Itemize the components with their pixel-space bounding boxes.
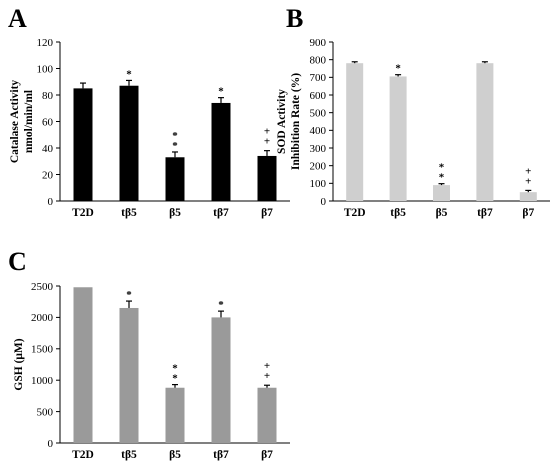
panel-a-significance-mark: * <box>172 130 178 142</box>
panel-c-x-tick-label: tβ7 <box>213 449 229 461</box>
panel-a-significance-mark: * <box>126 68 132 80</box>
panel-b-x-tick-label: T2D <box>344 207 366 219</box>
panel-b-significance-mark: * <box>439 172 445 184</box>
panel-c-bar-5 <box>257 387 277 443</box>
panel-c-x-tick-label: T2D <box>72 449 94 461</box>
panel-a-x-tick-label: β5 <box>169 207 181 219</box>
panel-b-x-tick-label: β7 <box>522 207 534 219</box>
panel-c-y-tick-label: 1000 <box>31 375 54 387</box>
panel-c-bar-3 <box>165 387 185 443</box>
panel-a-y-tick-label: 100 <box>37 63 54 75</box>
panel-c-bar-2 <box>119 307 139 443</box>
panel-a-x-tick-label: β7 <box>261 207 273 219</box>
panel-c-letter: C <box>8 247 27 276</box>
panel-a-significance-mark: * <box>218 86 224 98</box>
panel-b-y-tick-label: 800 <box>310 54 327 66</box>
panel-a-y-axis-label: nmol/min/ml <box>23 90 35 153</box>
panel-c-significance-mark: * <box>172 363 178 375</box>
panel-b-y-tick-label: 400 <box>310 125 327 137</box>
panel-a-x-tick-label: tβ7 <box>213 207 229 219</box>
panel-a-significance-mark: + <box>264 126 270 138</box>
panel-a-y-tick-label: 0 <box>48 196 54 208</box>
panel-c-significance-mark: + <box>264 370 270 382</box>
panel-b-y-tick-label: 300 <box>310 143 327 155</box>
panel-b-y-tick-label: 100 <box>310 178 327 190</box>
panel-c-significance-mark: * <box>218 299 224 311</box>
panel-b-y-tick-label: 0 <box>321 196 327 208</box>
panel-a-bar-3 <box>165 157 185 201</box>
panel-c-y-tick-label: 1500 <box>31 344 54 356</box>
panel-a-y-axis-label: Catalase Activity <box>9 80 21 164</box>
panel-a-significance-mark: * <box>172 140 178 152</box>
panel-b-bar-1 <box>346 63 364 202</box>
panel-c-bar-4 <box>211 317 231 443</box>
panel-a-y-tick-label: 60 <box>42 116 54 128</box>
panel-c-y-tick-label: 2500 <box>31 281 54 293</box>
panel-c-significance-mark: * <box>172 373 178 385</box>
panel-a-y-tick-label: 80 <box>42 90 54 102</box>
panel-b-bar-5 <box>519 192 537 201</box>
panel-b-y-axis-label: SOD Activity <box>276 89 288 154</box>
panel-b-bar-3 <box>433 185 450 201</box>
panel-b-bar-4 <box>476 63 494 202</box>
panel-b-letter: B <box>286 4 303 33</box>
panel-c-x-tick-label: β5 <box>169 449 181 461</box>
panel-b-significance-mark: + <box>525 165 531 177</box>
panel-b-y-tick-label: 500 <box>310 107 327 119</box>
panel-a-letter: A <box>8 4 27 33</box>
panel-a-bar-5 <box>257 155 277 201</box>
panel-b-y-tick-label: 200 <box>310 160 327 172</box>
panel-a-x-tick-label: T2D <box>72 207 94 219</box>
panel-c-y-tick-label: 0 <box>48 438 54 450</box>
panel-b-x-tick-label: tβ7 <box>477 207 493 219</box>
panel-c-y-axis-label: GSH (μM) <box>13 338 25 390</box>
panel-a-bar-4 <box>211 102 231 201</box>
panel-b-x-tick-label: β5 <box>436 207 448 219</box>
panel-a-bar-1 <box>73 88 93 201</box>
panel-b-significance-mark: + <box>525 175 531 187</box>
panel-c-bar-1 <box>73 287 93 443</box>
panel-b-y-tick-label: 600 <box>310 90 327 102</box>
panel-b-x-tick-label: tβ5 <box>390 207 406 219</box>
panel-c-significance-mark: * <box>126 289 132 301</box>
panel-c-y-tick-label: 2000 <box>31 312 54 324</box>
panel-a-bar-2 <box>119 85 139 201</box>
panel-a-y-tick-label: 20 <box>42 169 54 181</box>
panel-c-x-tick-label: tβ5 <box>121 449 137 461</box>
panel-c-x-tick-label: β7 <box>261 449 273 461</box>
panel-b-bar-2 <box>389 76 407 201</box>
panel-b-significance-mark: * <box>439 162 445 174</box>
panel-b-y-tick-label: 900 <box>310 37 327 49</box>
panel-c-y-tick-label: 500 <box>37 406 54 418</box>
panel-b-y-axis-label: Inhibition Rate (%) <box>290 73 302 170</box>
panel-b-y-tick-label: 700 <box>310 72 327 84</box>
panel-a-y-tick-label: 40 <box>42 143 54 155</box>
panel-c-significance-mark: + <box>264 360 270 372</box>
panel-a-x-tick-label: tβ5 <box>121 207 137 219</box>
panel-b-significance-mark: * <box>395 63 401 75</box>
panel-a-significance-mark: + <box>264 136 270 148</box>
panel-a-y-tick-label: 120 <box>37 37 54 49</box>
